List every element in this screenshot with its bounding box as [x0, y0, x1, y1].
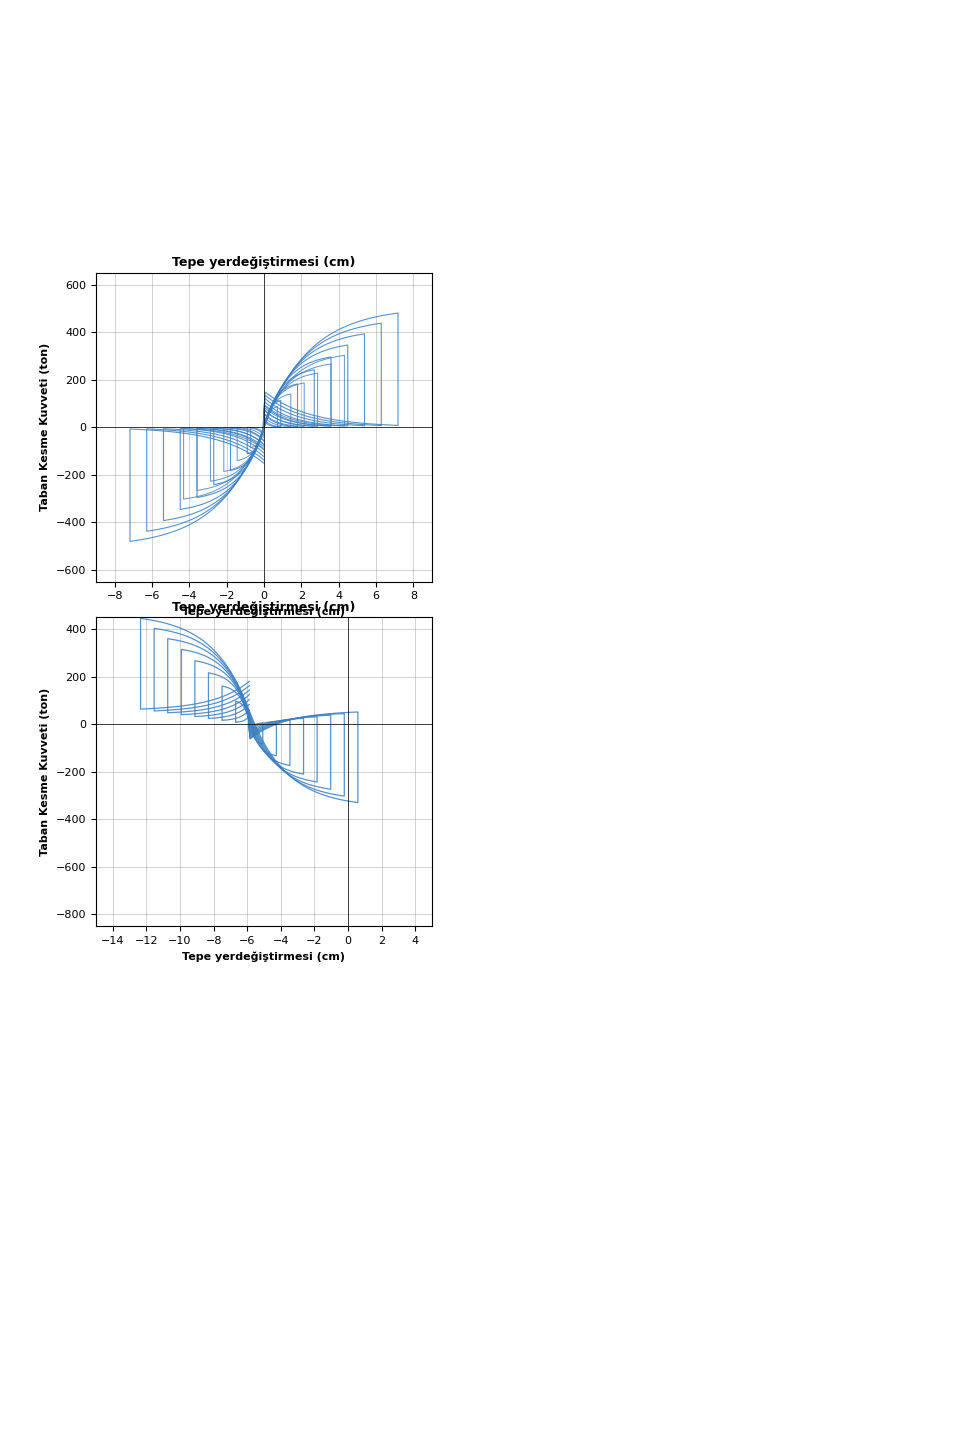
Y-axis label: Taban Kesme Kuvveti (ton): Taban Kesme Kuvveti (ton)	[40, 688, 50, 856]
Y-axis label: Taban Kesme Kuvveti (ton): Taban Kesme Kuvveti (ton)	[40, 343, 50, 511]
Title: Tepe yerdeğiştirmesi (cm): Tepe yerdeğiştirmesi (cm)	[172, 600, 356, 613]
X-axis label: Tepe yerdeğiştirmesi (cm): Tepe yerdeğiştirmesi (cm)	[182, 607, 346, 617]
X-axis label: Tepe yerdeğiştirmesi (cm): Tepe yerdeğiştirmesi (cm)	[182, 952, 346, 962]
Title: Tepe yerdeğiştirmesi (cm): Tepe yerdeğiştirmesi (cm)	[172, 256, 356, 269]
